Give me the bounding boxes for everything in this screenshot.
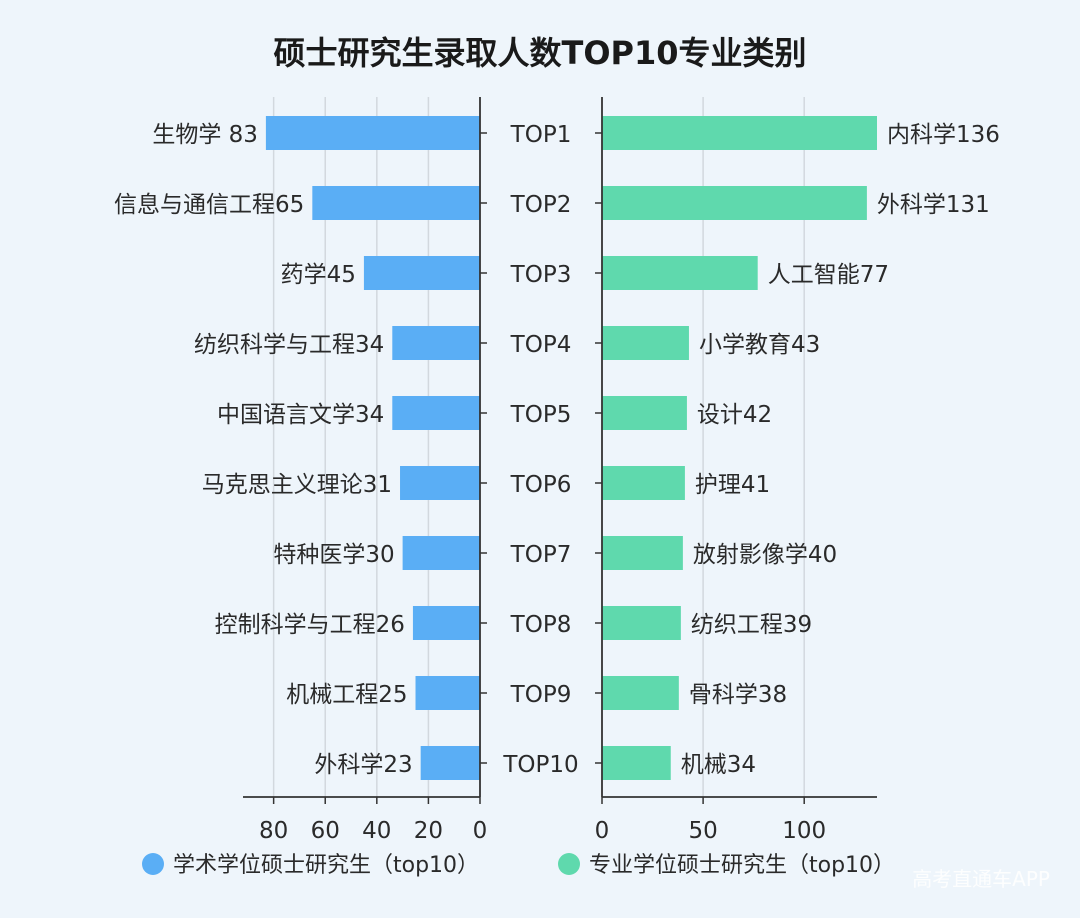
bar-academic (363, 256, 480, 290)
category-label: TOP8 (510, 612, 572, 638)
bar-professional (602, 186, 867, 220)
data-label: 控制科学与工程26 (215, 612, 405, 638)
legend-label-professional: 专业学位硕士研究生（top10） (589, 853, 895, 878)
bar-academic (415, 676, 480, 710)
category-label: TOP10 (502, 752, 578, 778)
bar-professional (602, 396, 687, 430)
academic-bars: 生物学 83 信息与通信工程65 药学45 纺织科学与工程34 中国语言文学34 马克思主… (114, 116, 480, 780)
data-label: 小学教育43 (699, 332, 820, 358)
data-label: 信息与通信工程65 (114, 192, 304, 218)
data-label: 机械工程25 (286, 682, 407, 708)
data-label: 人工智能77 (768, 262, 889, 288)
bar-professional (602, 326, 689, 360)
legend-label-academic: 学术学位硕士研究生（top10） (173, 853, 479, 878)
category-label: TOP2 (510, 192, 572, 218)
bar-academic (420, 746, 480, 780)
bar-professional (602, 116, 877, 150)
data-label: 机械34 (681, 752, 756, 778)
watermark: 高考直通车APP (912, 867, 1050, 891)
legend: 学术学位硕士研究生（top10） 专业学位硕士研究生（top10） (142, 853, 895, 878)
x-tick-label: 100 (782, 818, 826, 844)
bar-professional (602, 536, 683, 570)
bar-professional (602, 676, 679, 710)
category-labels: TOP1 TOP2 TOP3 TOP4 TOP5 TOP6 TOP7 TOP8 TOP9 TOP1… (502, 122, 578, 778)
data-label: 护理41 (695, 472, 770, 498)
category-label: TOP5 (510, 402, 572, 428)
category-label: TOP6 (510, 472, 572, 498)
x-tick-label: 40 (362, 818, 391, 844)
data-label: 外科学131 (877, 192, 990, 218)
category-label: TOP9 (510, 682, 572, 708)
bar-academic (412, 606, 480, 640)
data-label: 骨科学38 (689, 682, 787, 708)
x-tick-label: 80 (259, 818, 288, 844)
bar-academic (392, 326, 480, 360)
data-label: 纺织工程39 (691, 612, 812, 638)
bar-professional (602, 256, 758, 290)
data-label: 生物学 83 (152, 122, 258, 148)
data-label: 中国语言文学34 (217, 402, 384, 428)
data-label: 内科学136 (887, 122, 1000, 148)
x-tick-label: 50 (688, 818, 717, 844)
data-label: 纺织科学与工程34 (194, 332, 384, 358)
category-label: TOP1 (510, 122, 572, 148)
category-label: TOP4 (510, 332, 572, 358)
x-tick-label: 60 (311, 818, 340, 844)
data-label: 设计42 (697, 402, 772, 428)
axes: 80 60 40 20 0 0 50 100 (243, 97, 877, 844)
bar-academic (402, 536, 480, 570)
bar-academic (265, 116, 480, 150)
legend-marker-academic (142, 853, 164, 875)
bar-academic (312, 186, 480, 220)
category-label: TOP7 (510, 542, 572, 568)
bar-professional (602, 606, 681, 640)
bar-professional (602, 466, 685, 500)
data-label: 特种医学30 (273, 542, 394, 568)
bar-academic (392, 396, 480, 430)
bar-professional (602, 746, 671, 780)
x-tick-label: 0 (595, 818, 610, 844)
x-tick-label: 0 (473, 818, 488, 844)
bar-academic (400, 466, 480, 500)
legend-marker-professional (558, 853, 580, 875)
data-label: 药学45 (281, 262, 356, 288)
category-label: TOP3 (510, 262, 572, 288)
professional-bars: 内科学136 外科学131 人工智能77 小学教育43 设计42 护理41 放射影像学40 纺… (602, 116, 1000, 780)
data-label: 外科学23 (314, 752, 412, 778)
chart-title: 硕士研究生录取人数TOP10专业类别 (273, 34, 806, 72)
data-label: 马克思主义理论31 (202, 472, 392, 498)
data-label: 放射影像学40 (693, 542, 837, 568)
x-tick-label: 20 (414, 818, 443, 844)
